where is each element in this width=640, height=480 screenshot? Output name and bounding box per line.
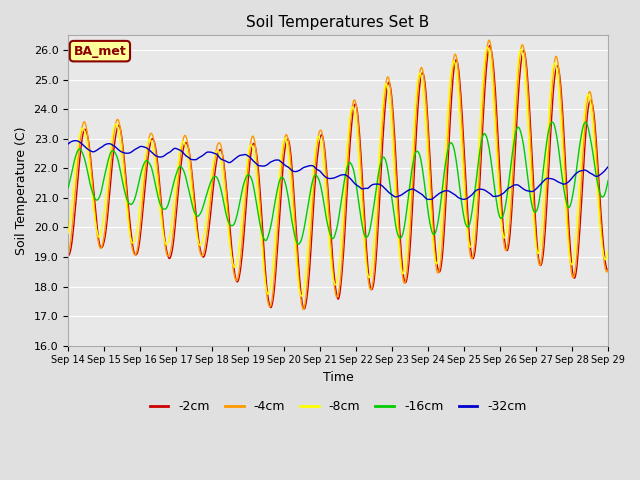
X-axis label: Time: Time <box>323 371 353 384</box>
Title: Soil Temperatures Set B: Soil Temperatures Set B <box>246 15 429 30</box>
Text: BA_met: BA_met <box>74 45 126 58</box>
Y-axis label: Soil Temperature (C): Soil Temperature (C) <box>15 126 28 255</box>
Legend: -2cm, -4cm, -8cm, -16cm, -32cm: -2cm, -4cm, -8cm, -16cm, -32cm <box>145 396 532 418</box>
